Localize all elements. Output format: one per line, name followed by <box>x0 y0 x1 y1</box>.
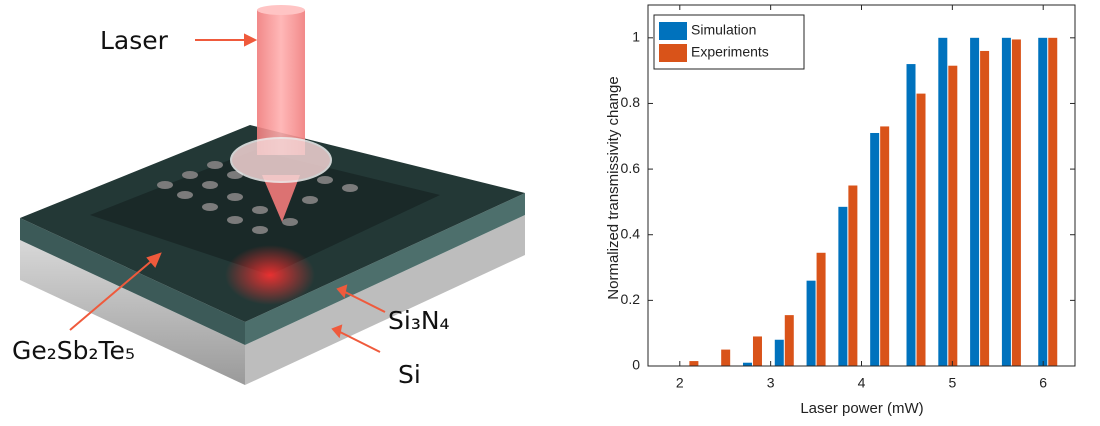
x-tick-label: 2 <box>676 375 684 391</box>
x-tick-label: 6 <box>1039 375 1047 391</box>
bar <box>1038 37 1048 367</box>
bar <box>1011 39 1021 366</box>
si-right-face <box>245 215 525 385</box>
bar <box>980 50 990 366</box>
si-label: Si <box>398 360 421 389</box>
bar <box>838 206 848 366</box>
lens <box>230 137 332 183</box>
y-tick-label: 0.8 <box>621 94 641 110</box>
gst-label: Ge₂Sb₂Te₅ <box>12 336 135 365</box>
y-tick-label: 0.6 <box>621 160 641 176</box>
bar <box>848 185 858 366</box>
y-tick-label: 0.2 <box>621 291 641 307</box>
bar <box>752 336 762 366</box>
bar <box>906 64 916 366</box>
bar <box>721 349 731 366</box>
legend-label: Experiments <box>691 44 769 60</box>
legend-label: Simulation <box>691 22 756 38</box>
bar <box>870 132 880 366</box>
bar <box>816 252 826 366</box>
x-tick-label: 5 <box>948 375 956 391</box>
bar <box>1048 37 1058 367</box>
legend-swatch <box>659 22 687 40</box>
y-tick-label: 0 <box>632 357 640 373</box>
bar <box>916 93 926 366</box>
beam-top <box>257 5 305 15</box>
arrows <box>69 33 386 353</box>
illustration: Laser Ge₂Sb₂Te₅ Si₃N₄ Si <box>12 5 525 389</box>
holes <box>157 161 358 234</box>
laser-beam <box>257 10 305 155</box>
bar <box>1001 37 1011 367</box>
laser-spot <box>225 245 315 305</box>
bar <box>948 65 958 367</box>
bar <box>689 361 699 366</box>
focus-cone <box>262 175 300 222</box>
sin-left-face <box>20 218 245 345</box>
sin-right-face <box>245 193 525 345</box>
bar <box>970 37 980 367</box>
bar <box>806 280 816 366</box>
bar <box>938 37 948 367</box>
legend-swatch <box>659 44 687 62</box>
y-tick-label: 1 <box>632 29 640 45</box>
bar <box>774 339 784 366</box>
bar <box>742 362 752 366</box>
x-tick-label: 4 <box>858 375 866 391</box>
bar <box>784 315 794 366</box>
x-axis-label: Laser power (mW) <box>800 400 923 417</box>
bar <box>880 126 890 366</box>
laser-label: Laser <box>100 26 169 55</box>
y-tick-label: 0.4 <box>621 225 641 241</box>
y-axis-label: Normalized transmissivity change <box>605 76 622 299</box>
sin-label: Si₃N₄ <box>388 306 450 335</box>
si-left-face <box>20 240 245 385</box>
x-tick-label: 3 <box>767 375 775 391</box>
